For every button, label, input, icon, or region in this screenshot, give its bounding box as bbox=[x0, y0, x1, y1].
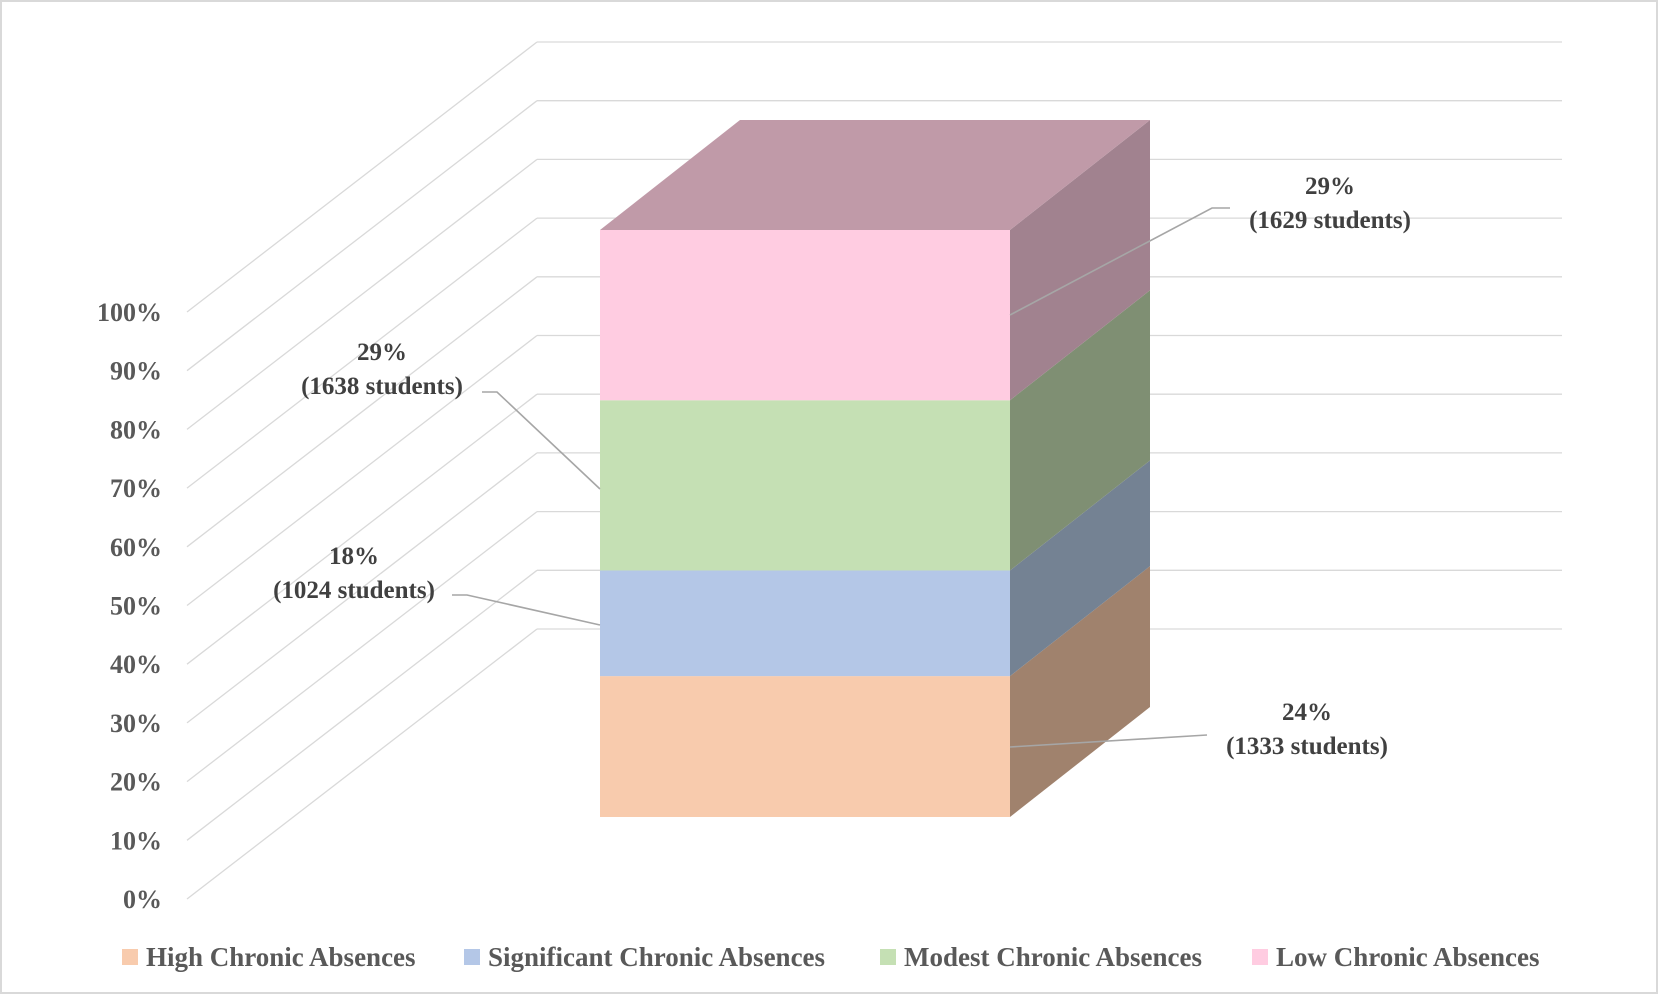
data-label-count: (1629 students) bbox=[1249, 207, 1411, 234]
y-tick-label: 70% bbox=[110, 474, 162, 503]
data-label-count: (1333 students) bbox=[1226, 733, 1388, 760]
legend-swatch bbox=[464, 949, 480, 965]
y-tick-label: 20% bbox=[110, 768, 162, 797]
legend-swatch bbox=[880, 949, 896, 965]
bar-segment-side bbox=[1010, 566, 1150, 817]
legend: High Chronic Absences Significant Chronic… bbox=[122, 942, 1540, 972]
y-tick-label: 60% bbox=[110, 533, 162, 562]
y-tick-label: 30% bbox=[110, 709, 162, 738]
legend-swatch bbox=[1252, 949, 1268, 965]
y-tick-label: 50% bbox=[110, 592, 162, 621]
legend-label: Significant Chronic Absences bbox=[488, 942, 825, 972]
bar-segment bbox=[600, 676, 1010, 817]
leader-line bbox=[452, 594, 601, 626]
gridline-side bbox=[186, 41, 538, 313]
bar-segment bbox=[600, 570, 1010, 677]
leader-line bbox=[1009, 734, 1208, 748]
bar-segment bbox=[600, 400, 1010, 571]
gridline-side bbox=[186, 100, 538, 372]
gridline-side bbox=[186, 569, 538, 841]
stacked-bar bbox=[600, 120, 1150, 817]
gridline-side bbox=[186, 628, 538, 900]
legend-label: Modest Chronic Absences bbox=[904, 942, 1202, 972]
data-label-percent: 29% bbox=[1305, 173, 1355, 200]
data-label-percent: 24% bbox=[1282, 699, 1332, 726]
bar-top-face bbox=[600, 120, 1150, 230]
leader-lines bbox=[452, 207, 1230, 748]
bar-segment-side bbox=[1010, 290, 1150, 571]
bar-segment bbox=[600, 230, 1010, 401]
y-tick-label: 100% bbox=[97, 298, 162, 327]
y-tick-label: 10% bbox=[110, 826, 162, 855]
bar-segment-side bbox=[1010, 460, 1150, 677]
gridline-side bbox=[186, 158, 538, 430]
y-axis-ticks: 0% 10% 20% 30% 40% 50% 60% 70% 80% 90% 100% bbox=[97, 298, 162, 914]
y-tick-label: 40% bbox=[110, 650, 162, 679]
leader-line bbox=[1009, 207, 1230, 316]
gridline-side bbox=[186, 276, 538, 548]
data-label-percent: 18% bbox=[329, 543, 379, 570]
data-labels: 24% (1333 students) 18% (1024 students) 29% (… bbox=[273, 173, 1411, 760]
data-label-percent: 29% bbox=[357, 339, 407, 366]
y-tick-label: 90% bbox=[110, 357, 162, 386]
gridline-side bbox=[186, 511, 538, 783]
data-label-count: (1024 students) bbox=[273, 577, 435, 604]
legend-label: High Chronic Absences bbox=[146, 942, 416, 972]
y-tick-label: 80% bbox=[110, 415, 162, 444]
legend-label: Low Chronic Absences bbox=[1276, 942, 1540, 972]
data-label-count: (1638 students) bbox=[301, 373, 463, 400]
gridline-side bbox=[186, 452, 538, 724]
gridline-side bbox=[186, 393, 538, 665]
gridline-side bbox=[186, 217, 538, 489]
leader-line bbox=[482, 391, 601, 490]
y-tick-label: 0% bbox=[123, 885, 162, 914]
legend-swatch bbox=[122, 949, 138, 965]
bar-segment-side bbox=[1010, 120, 1150, 401]
gridline-side bbox=[186, 334, 538, 607]
